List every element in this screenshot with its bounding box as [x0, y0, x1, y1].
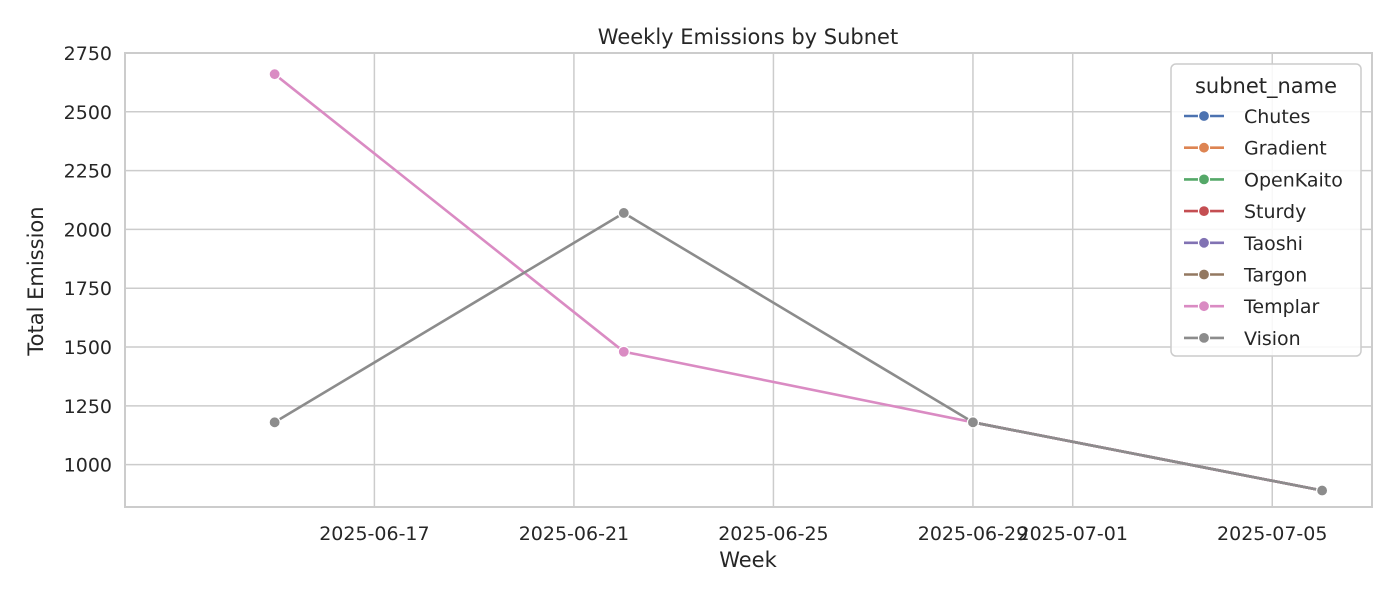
data-point-vision [617, 206, 630, 220]
frame-layer [124, 52, 1373, 508]
data-point-vision [966, 416, 980, 429]
y-tick-label: 2750 [64, 43, 112, 65]
legend-marker-vision [1197, 331, 1211, 344]
y-axis-label: Total Emission [24, 206, 48, 356]
y-tick-label: 1500 [64, 337, 112, 359]
x-tick-label: 2025-06-25 [718, 523, 828, 545]
x-tick-label: 2025-07-01 [1018, 523, 1128, 545]
axes-frame [124, 52, 1373, 508]
chart-title: Weekly Emissions by Subnet [598, 25, 898, 49]
series-line-vision [273, 211, 1324, 492]
legend-marker-taoshi [1197, 236, 1211, 249]
y-tick-label: 1250 [64, 396, 112, 418]
y-tick-label: 2000 [64, 219, 112, 241]
data-point-vision [1316, 484, 1329, 497]
legend-label-gradient: Gradient [1244, 138, 1327, 160]
data-point-templar [617, 345, 630, 358]
legend-frame [1170, 63, 1362, 357]
legend-marker-gradient [1197, 141, 1211, 154]
legend-title: subnet_name [1195, 74, 1337, 99]
legend-label-taoshi: Taoshi [1243, 233, 1303, 255]
legend-marker-sturdy [1197, 205, 1211, 218]
legend-label-sturdy: Sturdy [1244, 201, 1306, 223]
legend-marker-targon [1197, 268, 1211, 281]
y-tick-label: 1000 [64, 455, 112, 477]
grid-layer [125, 52, 1372, 507]
y-tick-label: 1750 [64, 278, 112, 300]
x-tick-label: 2025-06-21 [519, 523, 629, 545]
legend-label-chutes: Chutes [1244, 106, 1310, 128]
x-axis-label: Week [719, 548, 777, 572]
legend-label-vision: Vision [1244, 328, 1301, 350]
legend: subnet_name Chutes Gradient OpenKaito Sturd… [1170, 63, 1362, 357]
legend-marker-templar [1197, 300, 1211, 313]
series-layer [268, 68, 1329, 497]
x-tick-label: 2025-06-29 [918, 523, 1028, 545]
x-tick-label: 2025-07-05 [1217, 523, 1327, 545]
legend-label-targon: Targon [1243, 265, 1307, 287]
data-point-vision [268, 416, 281, 429]
legend-marker-chutes [1197, 109, 1211, 123]
legend-marker-openkaito [1197, 173, 1211, 186]
y-tick-label: 2250 [64, 161, 112, 183]
plot-background [125, 53, 1372, 507]
ticks-layer: 1000 1250 1500 1750 2000 2250 2500 2750 2025-06-… [64, 43, 1328, 545]
y-tick-label: 2500 [64, 102, 112, 124]
data-point-templar [268, 68, 281, 81]
legend-label-openkaito: OpenKaito [1244, 169, 1343, 191]
legend-items: Chutes Gradient OpenKaito Sturdy Taoshi Targo… [1184, 106, 1343, 350]
x-tick-label: 2025-06-17 [319, 523, 429, 545]
legend-label-templar: Templar [1243, 296, 1320, 318]
